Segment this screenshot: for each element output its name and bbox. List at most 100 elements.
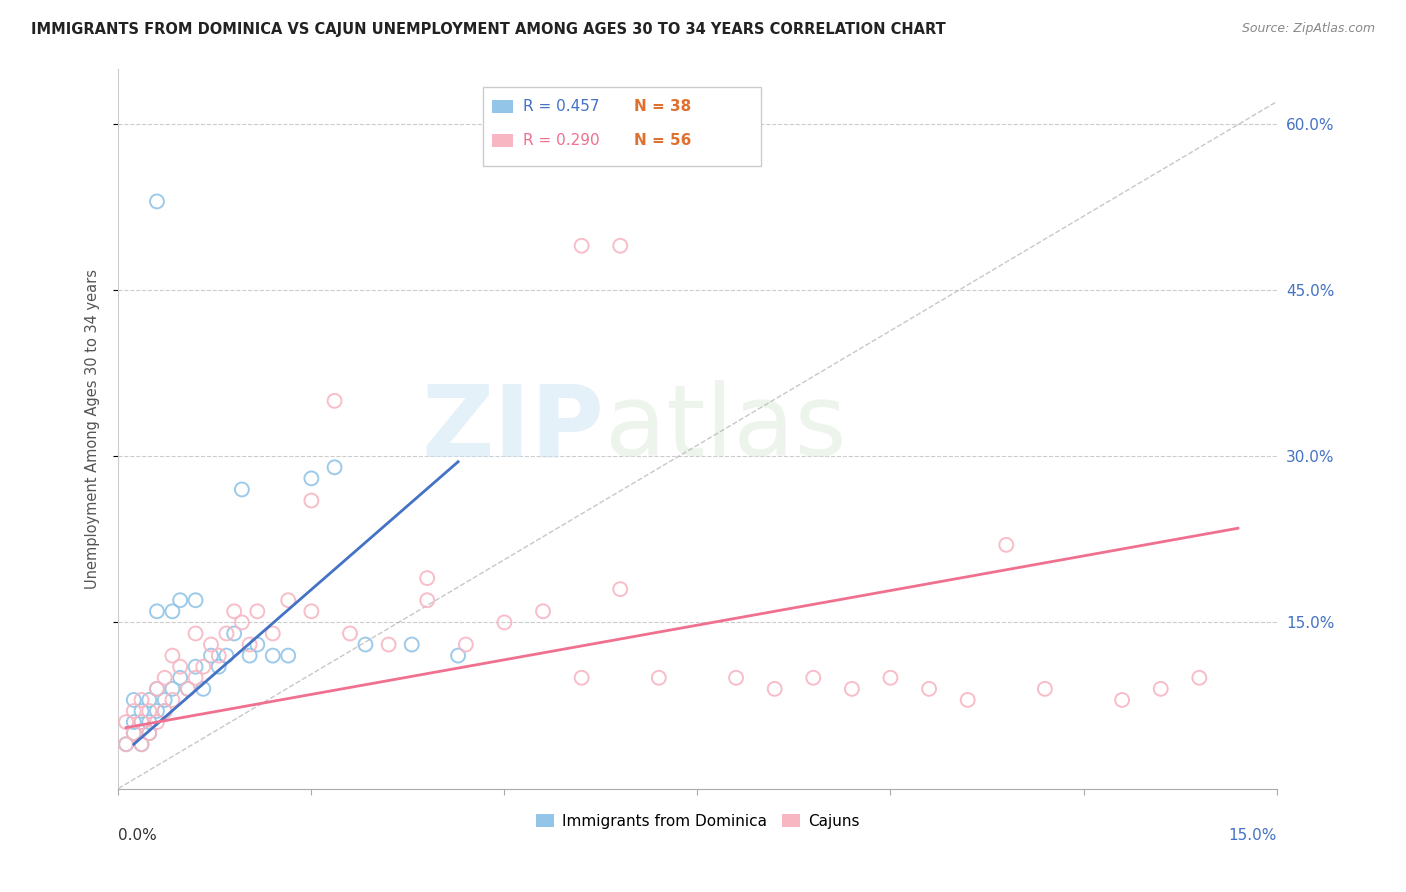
Text: Source: ZipAtlas.com: Source: ZipAtlas.com	[1241, 22, 1375, 36]
Point	[200, 638, 222, 652]
Point	[879, 671, 901, 685]
Point	[184, 671, 207, 685]
Point	[131, 715, 153, 730]
Point	[153, 704, 176, 718]
Point	[246, 638, 269, 652]
Point	[401, 638, 423, 652]
Point	[494, 615, 516, 630]
Point	[1111, 693, 1133, 707]
Text: R = 0.457: R = 0.457	[523, 99, 599, 114]
Point	[122, 693, 145, 707]
Point	[131, 737, 153, 751]
Point	[239, 648, 262, 663]
Text: N = 38: N = 38	[634, 99, 690, 114]
Point	[131, 704, 153, 718]
Text: R = 0.290: R = 0.290	[523, 133, 599, 148]
Point	[277, 593, 299, 607]
Point	[138, 693, 160, 707]
Point	[801, 671, 824, 685]
Point	[648, 671, 671, 685]
Point	[146, 604, 169, 618]
Point	[131, 715, 153, 730]
Point	[177, 681, 200, 696]
Point	[138, 726, 160, 740]
Legend: Immigrants from Dominica, Cajuns: Immigrants from Dominica, Cajuns	[530, 807, 866, 835]
Point	[193, 659, 215, 673]
Point	[609, 582, 631, 596]
Point	[115, 715, 138, 730]
Point	[323, 460, 346, 475]
Point	[131, 693, 153, 707]
Point	[122, 715, 145, 730]
Point	[138, 726, 160, 740]
Point	[416, 593, 439, 607]
Point	[184, 659, 207, 673]
Point	[995, 538, 1018, 552]
Point	[193, 681, 215, 696]
Point	[200, 648, 222, 663]
Point	[162, 648, 184, 663]
Text: atlas: atlas	[605, 380, 846, 477]
Point	[138, 715, 160, 730]
Point	[208, 648, 231, 663]
Point	[262, 626, 284, 640]
Point	[208, 659, 231, 673]
Bar	[492, 134, 513, 147]
Point	[122, 704, 145, 718]
Point	[1033, 681, 1056, 696]
Text: 15.0%: 15.0%	[1229, 828, 1277, 843]
Y-axis label: Unemployment Among Ages 30 to 34 years: Unemployment Among Ages 30 to 34 years	[86, 268, 100, 589]
Point	[153, 704, 176, 718]
Point	[162, 693, 184, 707]
Point	[571, 239, 593, 253]
Point	[231, 483, 253, 497]
Point	[416, 571, 439, 585]
Point	[447, 648, 470, 663]
Point	[323, 393, 346, 408]
Point	[725, 671, 748, 685]
Text: N = 56: N = 56	[634, 133, 692, 148]
Point	[763, 681, 786, 696]
Point	[841, 681, 863, 696]
Point	[299, 604, 322, 618]
Point	[138, 704, 160, 718]
Point	[146, 194, 169, 209]
Point	[146, 715, 169, 730]
Point	[146, 681, 169, 696]
Point	[215, 648, 238, 663]
Point	[354, 638, 377, 652]
Point	[299, 471, 322, 485]
Point	[184, 593, 207, 607]
Text: 0.0%: 0.0%	[118, 828, 157, 843]
Point	[224, 604, 246, 618]
Point	[454, 638, 477, 652]
Bar	[484, 87, 761, 166]
Point	[299, 493, 322, 508]
Point	[224, 626, 246, 640]
Point	[239, 638, 262, 652]
Bar	[492, 100, 513, 113]
Point	[918, 681, 941, 696]
Point	[122, 726, 145, 740]
Point	[146, 704, 169, 718]
Point	[1188, 671, 1211, 685]
Text: IMMIGRANTS FROM DOMINICA VS CAJUN UNEMPLOYMENT AMONG AGES 30 TO 34 YEARS CORRELA: IMMIGRANTS FROM DOMINICA VS CAJUN UNEMPL…	[31, 22, 946, 37]
Point	[162, 681, 184, 696]
Point	[531, 604, 554, 618]
Point	[184, 626, 207, 640]
Point	[956, 693, 979, 707]
Point	[571, 671, 593, 685]
Point	[115, 737, 138, 751]
Point	[262, 648, 284, 663]
Point	[131, 737, 153, 751]
Point	[231, 615, 253, 630]
Point	[153, 693, 176, 707]
Point	[377, 638, 399, 652]
Point	[162, 604, 184, 618]
Point	[146, 681, 169, 696]
Point	[153, 671, 176, 685]
Point	[339, 626, 361, 640]
Point	[169, 659, 191, 673]
Point	[169, 671, 191, 685]
Point	[246, 604, 269, 618]
